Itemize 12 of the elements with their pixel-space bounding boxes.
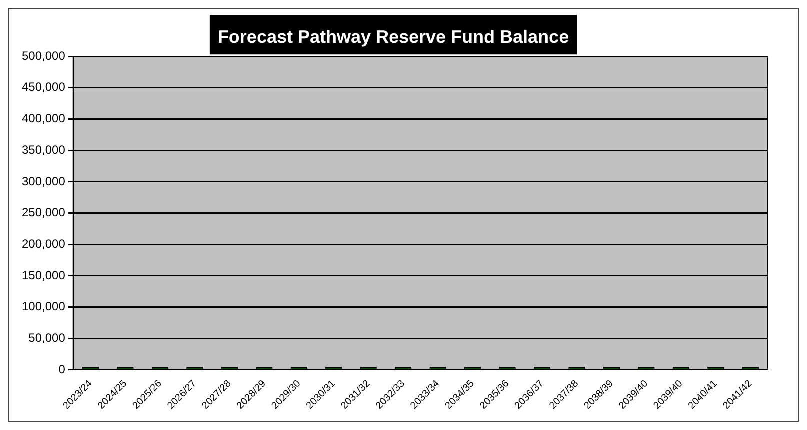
y-tick-label: 250,000 bbox=[22, 206, 66, 220]
y-tick-label: 300,000 bbox=[22, 174, 66, 188]
y-tick-label: 200,000 bbox=[22, 236, 66, 251]
y-tick-label: 150,000 bbox=[22, 268, 66, 282]
y-tick-label: 100,000 bbox=[22, 300, 66, 314]
y-tick-label: 0 bbox=[58, 362, 66, 376]
y-tick-label: 400,000 bbox=[22, 112, 66, 126]
y-tick-label: 500,000 bbox=[22, 48, 66, 63]
y-tick-label: 450,000 bbox=[22, 80, 66, 94]
y-tick-label: 350,000 bbox=[22, 142, 66, 157]
chart-title: Forecast Pathway Reserve Fund Balance bbox=[218, 26, 570, 47]
y-tick-label: 50,000 bbox=[28, 330, 66, 345]
